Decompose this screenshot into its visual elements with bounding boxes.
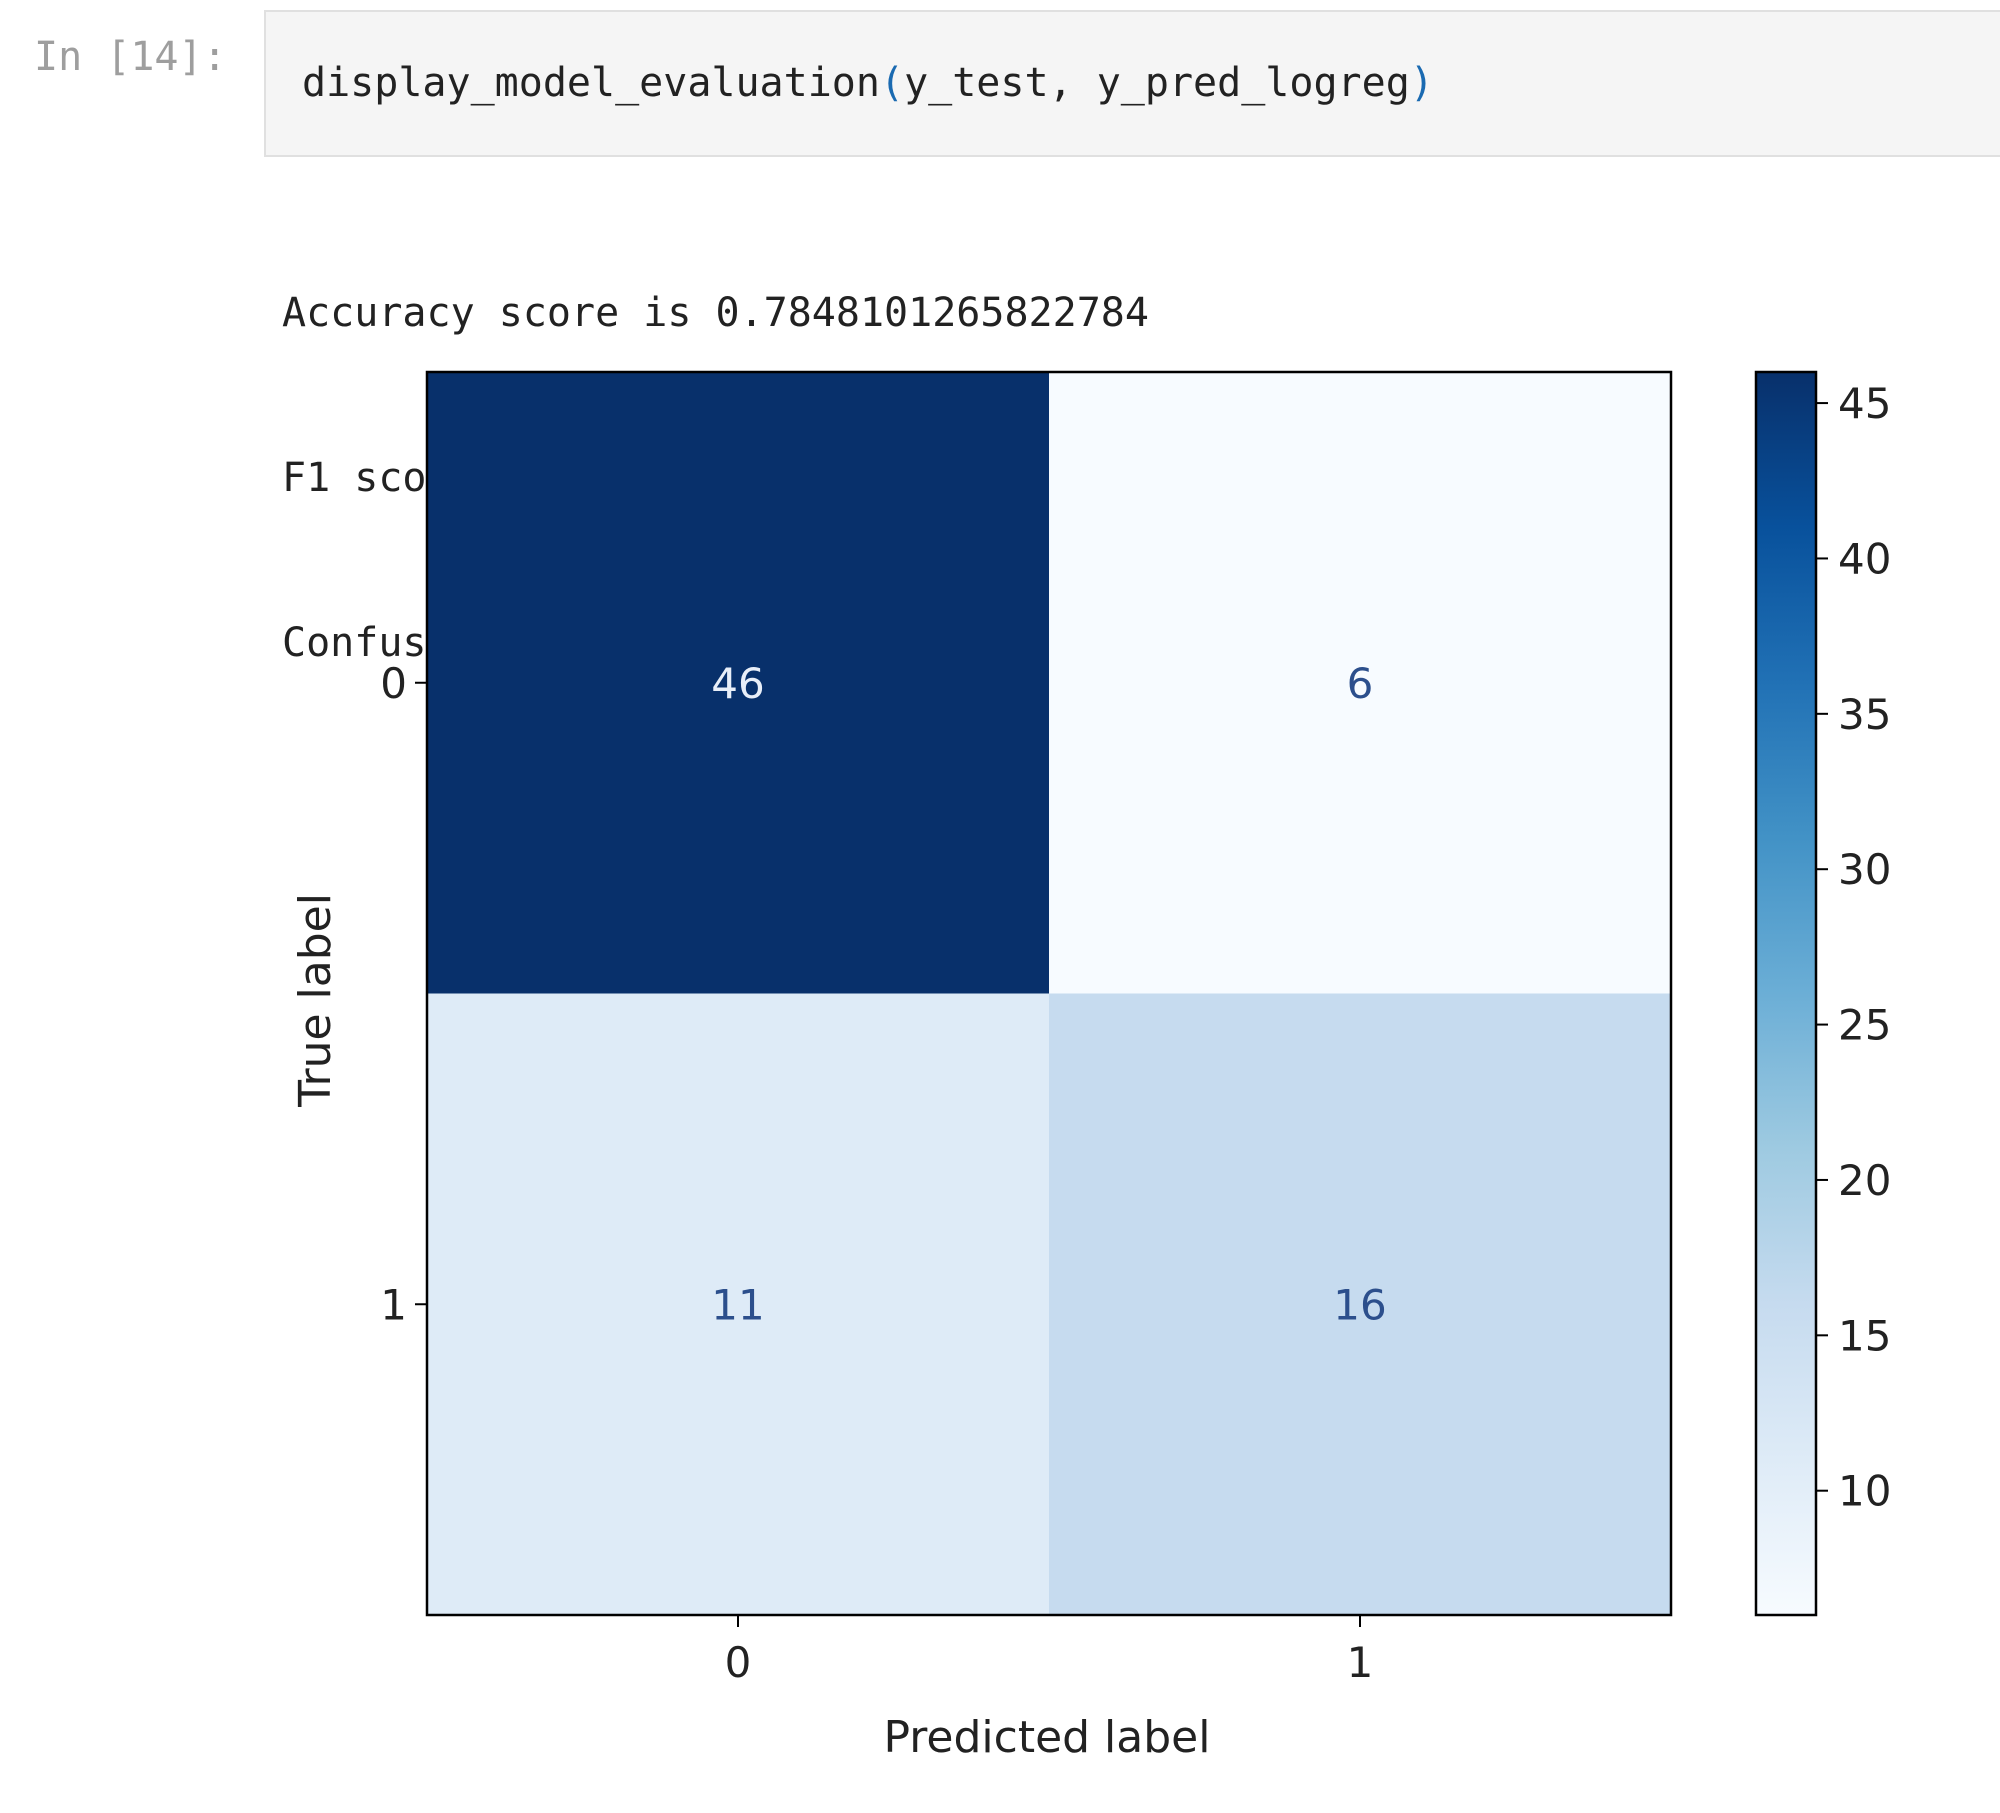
colorbar-tick-label-2: 20: [1838, 1156, 1891, 1205]
code-open-paren: (: [879, 60, 905, 106]
colorbar-tick-label-1: 15: [1838, 1311, 1891, 1360]
colorbar-tick-label-0: 10: [1838, 1467, 1891, 1516]
code-args: y_test, y_pred_logreg: [904, 60, 1410, 106]
matrix-cell-value-1-1: 16: [1333, 1280, 1386, 1329]
matrix-cell-1-1: [1049, 993, 1672, 1616]
colorbar-tick-label-3: 25: [1838, 1001, 1891, 1050]
y-tick-label-1: 1: [380, 1280, 407, 1329]
colorbar-tick-label-6: 40: [1838, 534, 1891, 583]
matrix-cell-value-1-0: 11: [711, 1280, 764, 1329]
cell-prompt: In [14]:: [34, 34, 227, 80]
y-axis-title: True label: [290, 893, 341, 1108]
colorbar: [1754, 370, 1818, 1617]
colorbar-tick-label-5: 35: [1838, 690, 1891, 739]
matrix-cell-0-1: [1049, 372, 1672, 994]
accuracy-line: Accuracy score is 0.7848101265822784: [282, 290, 1149, 336]
matrix-cell-value-0-0: 46: [711, 659, 764, 708]
matrix-frame: [425, 370, 1673, 1617]
y-tick-label-0: 0: [380, 659, 407, 708]
x-tick-label-1: 1: [1347, 1638, 1374, 1687]
code-cell-input[interactable]: [264, 10, 2000, 157]
x-axis-title: Predicted label: [884, 1712, 1211, 1763]
x-tick-label-0: 0: [725, 1638, 752, 1687]
matrix-cell-0-0: [427, 372, 1050, 994]
code-line: display_model_evaluation(y_test, y_pred_…: [302, 60, 1434, 106]
code-close-paren: ): [1409, 60, 1434, 106]
code-function: display_model_evaluation: [302, 60, 880, 106]
colorbar-tick-label-4: 30: [1838, 845, 1891, 894]
colorbar-tick-label-7: 45: [1838, 379, 1891, 428]
matrix-cell-1-0: [427, 993, 1050, 1616]
matrix-cell-value-0-1: 6: [1347, 659, 1374, 708]
